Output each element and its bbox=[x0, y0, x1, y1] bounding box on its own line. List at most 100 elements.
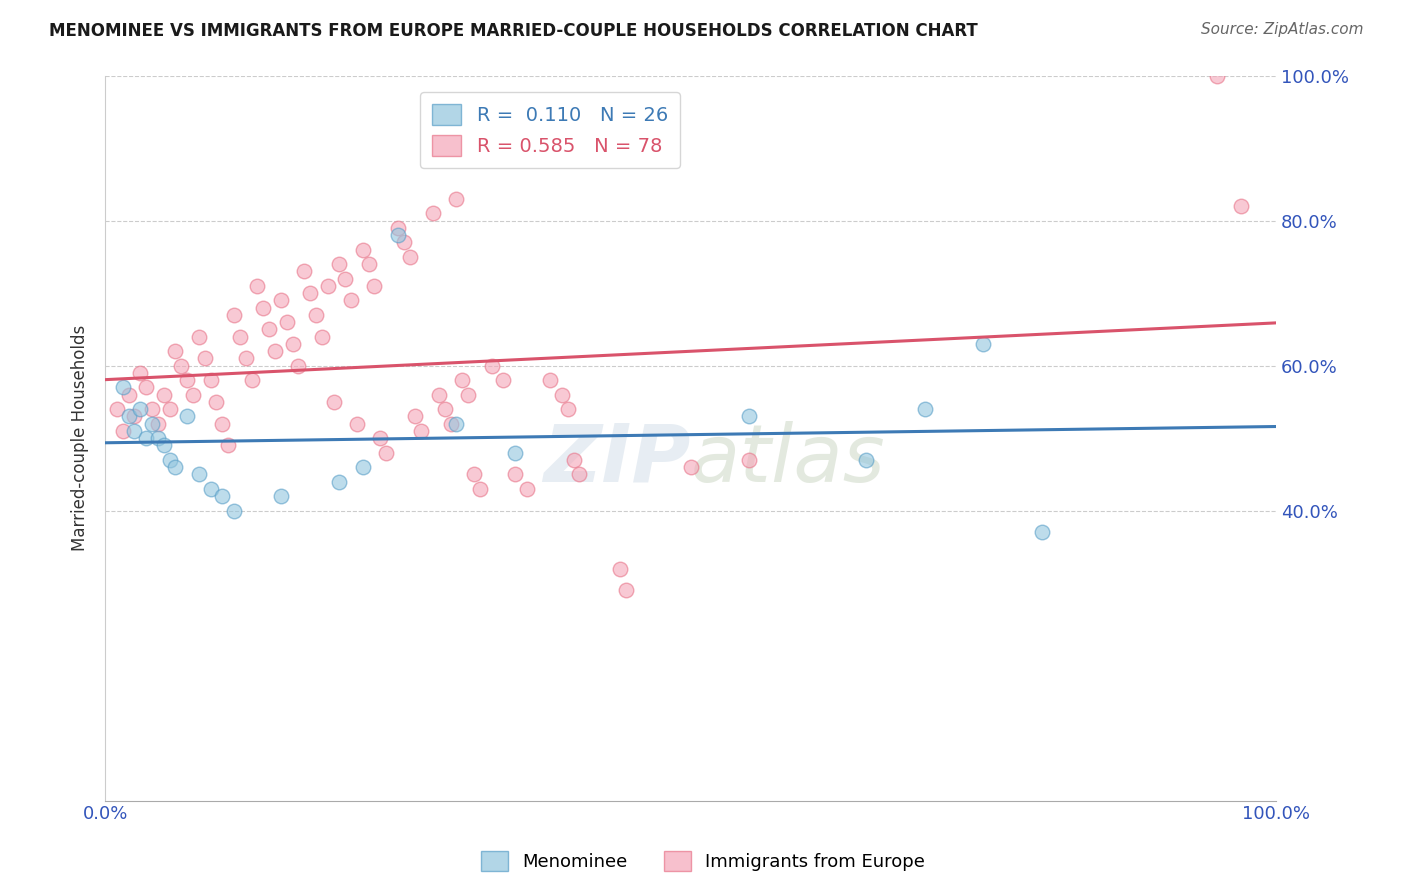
Point bbox=[141, 402, 163, 417]
Point bbox=[914, 402, 936, 417]
Point bbox=[439, 417, 461, 431]
Point bbox=[392, 235, 415, 250]
Point bbox=[111, 424, 134, 438]
Point bbox=[387, 227, 409, 242]
Point bbox=[146, 431, 169, 445]
Point bbox=[1230, 199, 1253, 213]
Point bbox=[152, 387, 174, 401]
Point bbox=[276, 315, 298, 329]
Point bbox=[562, 452, 585, 467]
Point bbox=[176, 409, 198, 424]
Point bbox=[446, 417, 468, 431]
Point bbox=[375, 445, 398, 459]
Point bbox=[211, 489, 233, 503]
Point bbox=[135, 431, 157, 445]
Point bbox=[328, 257, 350, 271]
Point bbox=[124, 409, 146, 424]
Point bbox=[165, 460, 187, 475]
Point bbox=[463, 467, 485, 482]
Point bbox=[411, 424, 433, 438]
Point bbox=[516, 482, 538, 496]
Point bbox=[738, 409, 761, 424]
Point bbox=[270, 489, 292, 503]
Point bbox=[240, 373, 263, 387]
Point bbox=[352, 460, 374, 475]
Text: ZIP: ZIP bbox=[543, 421, 690, 499]
Point bbox=[194, 351, 217, 366]
Point bbox=[129, 402, 152, 417]
Point bbox=[264, 344, 287, 359]
Point bbox=[357, 257, 380, 271]
Point bbox=[159, 402, 181, 417]
Point bbox=[503, 467, 526, 482]
Point bbox=[292, 264, 315, 278]
Legend: Menominee, Immigrants from Europe: Menominee, Immigrants from Europe bbox=[474, 844, 932, 879]
Point bbox=[222, 308, 245, 322]
Point bbox=[538, 373, 561, 387]
Point bbox=[217, 438, 239, 452]
Point bbox=[311, 329, 333, 343]
Point bbox=[468, 482, 491, 496]
Point bbox=[446, 192, 468, 206]
Point bbox=[404, 409, 426, 424]
Legend: R =  0.110   N = 26, R = 0.585   N = 78: R = 0.110 N = 26, R = 0.585 N = 78 bbox=[420, 93, 679, 168]
Point bbox=[165, 344, 187, 359]
Point bbox=[335, 271, 357, 285]
Point bbox=[322, 394, 344, 409]
Point bbox=[427, 387, 450, 401]
Point bbox=[1206, 69, 1229, 83]
Point bbox=[187, 329, 209, 343]
Point bbox=[229, 329, 252, 343]
Point bbox=[124, 424, 146, 438]
Point bbox=[433, 402, 456, 417]
Text: Source: ZipAtlas.com: Source: ZipAtlas.com bbox=[1201, 22, 1364, 37]
Point bbox=[105, 402, 128, 417]
Point bbox=[855, 452, 877, 467]
Point bbox=[152, 438, 174, 452]
Point bbox=[398, 250, 420, 264]
Point bbox=[328, 475, 350, 489]
Point bbox=[481, 359, 503, 373]
Point bbox=[117, 409, 139, 424]
Point bbox=[614, 583, 637, 598]
Point bbox=[568, 467, 591, 482]
Text: MENOMINEE VS IMMIGRANTS FROM EUROPE MARRIED-COUPLE HOUSEHOLDS CORRELATION CHART: MENOMINEE VS IMMIGRANTS FROM EUROPE MARR… bbox=[49, 22, 979, 40]
Point bbox=[200, 373, 222, 387]
Point bbox=[117, 387, 139, 401]
Point bbox=[270, 293, 292, 308]
Point bbox=[738, 452, 761, 467]
Point bbox=[1031, 525, 1053, 540]
Point bbox=[972, 336, 994, 351]
Point bbox=[246, 278, 269, 293]
Point bbox=[451, 373, 474, 387]
Point bbox=[211, 417, 233, 431]
Point bbox=[111, 380, 134, 394]
Point bbox=[170, 359, 193, 373]
Point bbox=[159, 452, 181, 467]
Point bbox=[129, 366, 152, 380]
Point bbox=[299, 286, 322, 301]
Point bbox=[281, 336, 304, 351]
Point bbox=[257, 322, 280, 336]
Point bbox=[305, 308, 328, 322]
Point bbox=[609, 561, 631, 575]
Point bbox=[346, 417, 368, 431]
Point bbox=[363, 278, 385, 293]
Point bbox=[222, 503, 245, 517]
Point bbox=[187, 467, 209, 482]
Point bbox=[141, 417, 163, 431]
Point bbox=[181, 387, 204, 401]
Point bbox=[387, 220, 409, 235]
Point bbox=[422, 206, 444, 220]
Point bbox=[176, 373, 198, 387]
Point bbox=[503, 445, 526, 459]
Point bbox=[340, 293, 363, 308]
Point bbox=[252, 301, 274, 315]
Point bbox=[235, 351, 257, 366]
Point bbox=[370, 431, 392, 445]
Point bbox=[551, 387, 574, 401]
Point bbox=[352, 243, 374, 257]
Point bbox=[457, 387, 479, 401]
Y-axis label: Married-couple Households: Married-couple Households bbox=[72, 325, 89, 551]
Point bbox=[287, 359, 309, 373]
